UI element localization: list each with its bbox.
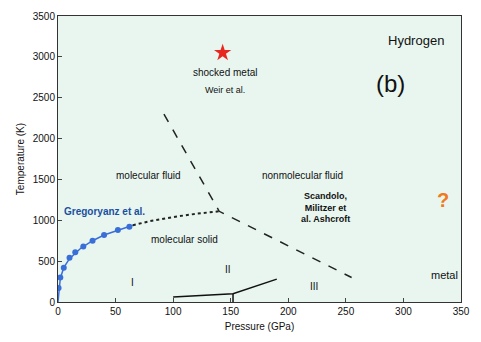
svg-text:0: 0: [49, 297, 55, 308]
svg-text:II: II: [225, 264, 231, 275]
svg-text:3500: 3500: [33, 11, 56, 22]
svg-text:3000: 3000: [33, 51, 56, 62]
svg-text:0: 0: [55, 306, 61, 317]
svg-text:(b): (b): [376, 70, 405, 97]
svg-text:metal: metal: [431, 269, 458, 281]
svg-text:Scandolo,Militzer etal. Ashcro: Scandolo,Militzer etal. Ashcroft: [301, 191, 350, 224]
svg-text:1000: 1000: [33, 215, 56, 226]
svg-text:Weir et al.: Weir et al.: [205, 85, 245, 95]
svg-text:500: 500: [38, 256, 55, 267]
svg-text:300: 300: [395, 306, 412, 317]
svg-text:Pressure (GPa): Pressure (GPa): [225, 321, 294, 332]
svg-text:Temperature (K): Temperature (K): [15, 123, 26, 195]
svg-text:nonmolecular fluid: nonmolecular fluid: [262, 170, 343, 181]
svg-text:350: 350: [453, 306, 470, 317]
svg-text:molecular solid: molecular solid: [151, 234, 218, 245]
svg-text:III: III: [310, 281, 318, 292]
svg-text:shocked metal: shocked metal: [193, 67, 257, 78]
svg-text:150: 150: [222, 306, 239, 317]
svg-text:250: 250: [338, 306, 355, 317]
svg-text:molecular fluid: molecular fluid: [116, 170, 180, 181]
svg-text:2000: 2000: [33, 133, 56, 144]
svg-text:100: 100: [165, 306, 182, 317]
svg-text:I: I: [131, 277, 134, 288]
svg-text:Hydrogen: Hydrogen: [388, 33, 444, 48]
svg-text:1500: 1500: [33, 174, 56, 185]
svg-text:2500: 2500: [33, 92, 56, 103]
svg-text:50: 50: [110, 306, 122, 317]
svg-text:Gregoryanz et al.: Gregoryanz et al.: [64, 206, 145, 217]
svg-text:200: 200: [280, 306, 297, 317]
svg-text:?: ?: [437, 189, 449, 211]
